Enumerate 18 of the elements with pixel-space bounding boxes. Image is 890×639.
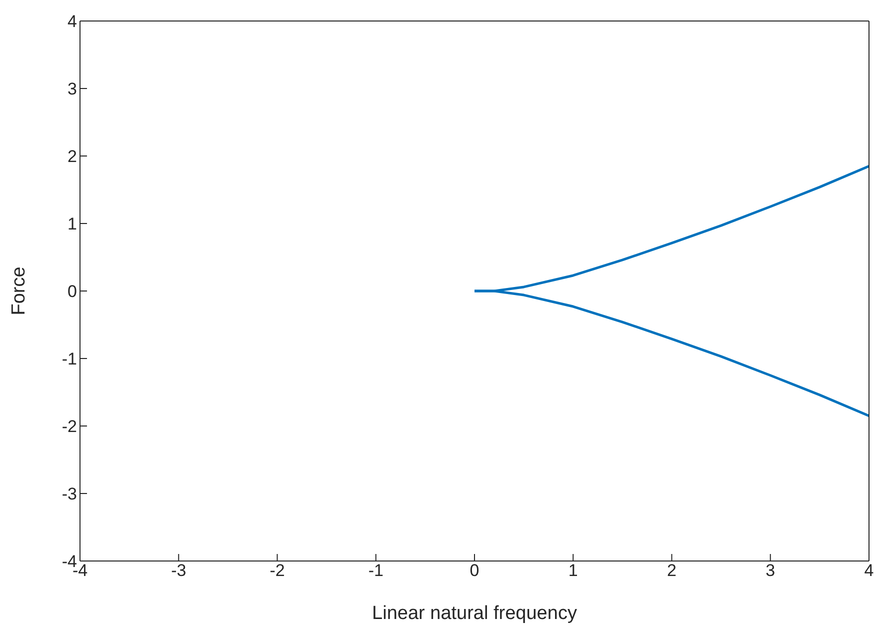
- x-tick-label: -1: [368, 561, 384, 580]
- x-tick-label: 1: [568, 561, 578, 580]
- y-tick-label: -1: [62, 350, 77, 369]
- y-tick-label: -2: [62, 417, 77, 436]
- y-tick-label: 3: [68, 80, 77, 99]
- y-tick-label: 4: [68, 12, 77, 32]
- y-tick-label: 0: [68, 282, 77, 302]
- y-axis-title: Force: [8, 266, 30, 316]
- x-tick-label: 4: [864, 561, 874, 580]
- x-tick-label: -3: [171, 561, 186, 580]
- x-tick-label: 2: [667, 561, 676, 580]
- y-tick-label: 1: [68, 214, 77, 234]
- x-tick-label: -2: [270, 561, 285, 580]
- x-axis-title: Linear natural frequency: [372, 603, 578, 624]
- x-tick-label: 0: [470, 561, 480, 580]
- y-tick-label: 2: [68, 147, 77, 166]
- y-tick-label: -3: [62, 484, 77, 504]
- x-tick-label: 3: [766, 561, 776, 580]
